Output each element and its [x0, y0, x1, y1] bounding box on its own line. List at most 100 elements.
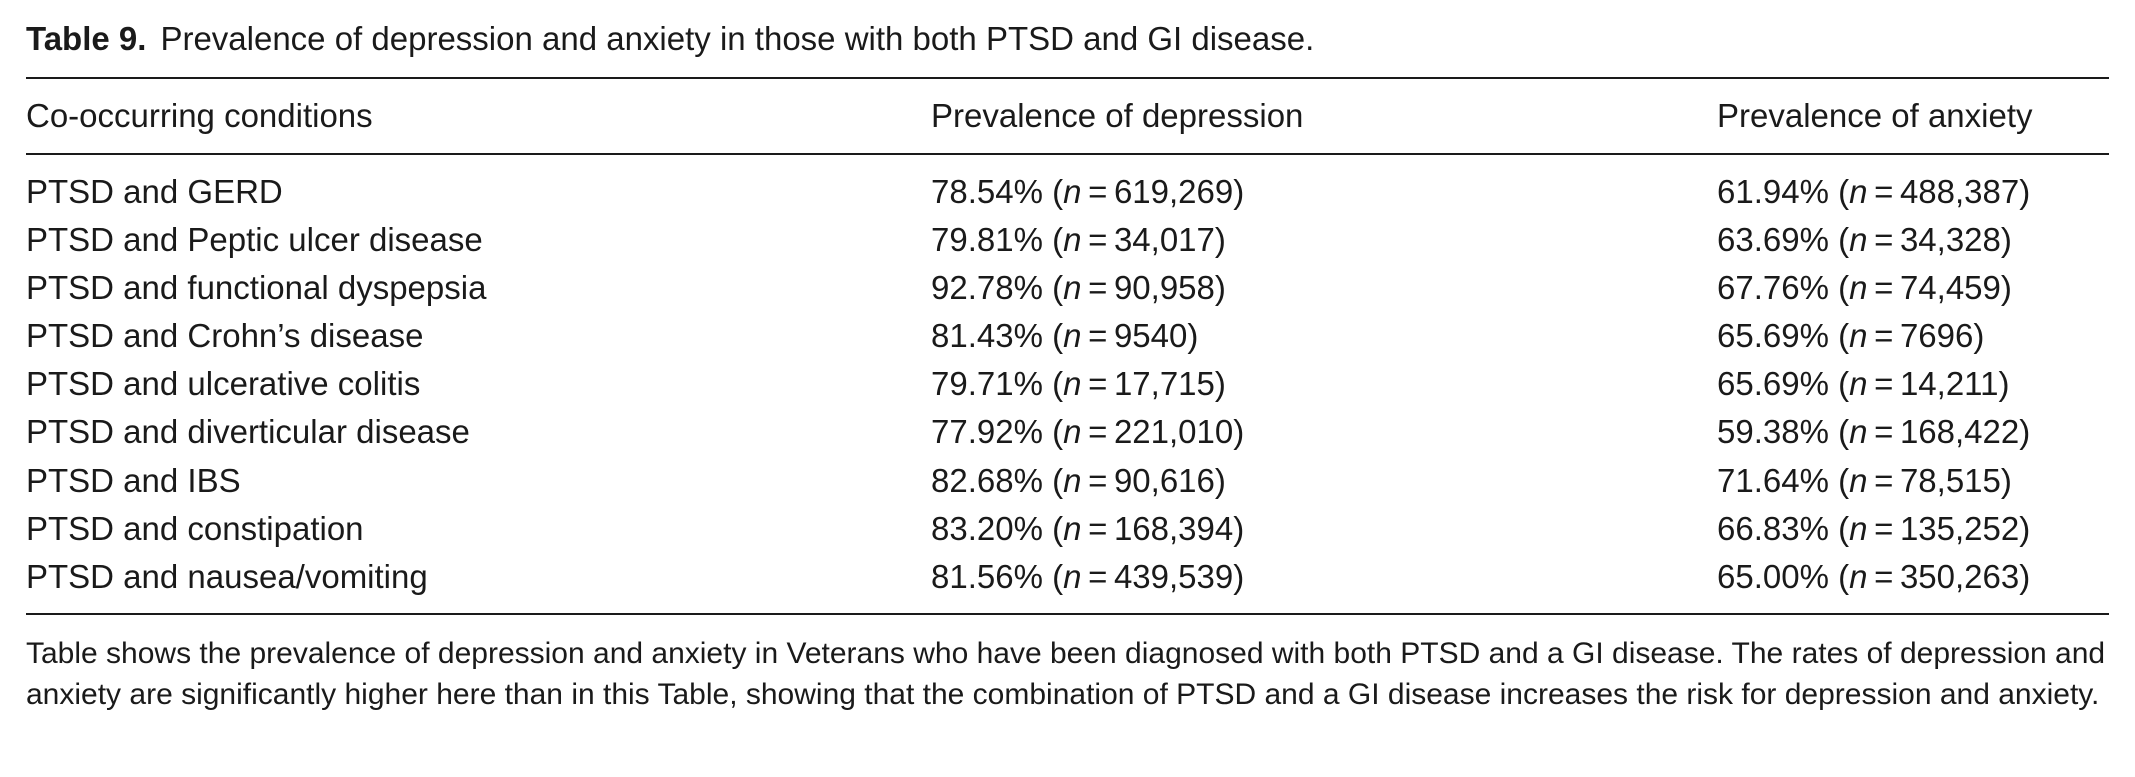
depression-percent: 81.43% [931, 317, 1043, 355]
depression-count: 90,616 [1113, 461, 1215, 499]
header-anxiety: Prevalence of anxiety [1717, 97, 2033, 134]
header-depression: Prevalence of depression [931, 97, 1304, 134]
depression-count: 9540 [1113, 317, 1188, 355]
n-symbol: n [1063, 221, 1082, 259]
depression-percent: 82.68% [931, 461, 1043, 499]
depression-count: 619,269 [1113, 173, 1234, 210]
anxiety-cell: 65.69% (n = 14,211) [1717, 365, 2010, 403]
header-conditions: Co-occurring conditions [26, 97, 373, 134]
condition-cell: PTSD and diverticular disease [26, 413, 470, 451]
n-symbol: n [1849, 317, 1868, 355]
anxiety-cell: 59.38% (n = 168,422) [1717, 413, 2031, 451]
depression-cell: 78.54% (n = 619,269) [931, 173, 1245, 210]
depression-cell: 81.43% (n = 9540) [931, 317, 1199, 355]
depression-percent: 77.92% [931, 413, 1043, 451]
n-symbol: n [1063, 461, 1082, 499]
anxiety-percent: 61.94% [1717, 173, 1829, 210]
n-symbol: n [1063, 365, 1082, 403]
depression-count: 17,715 [1113, 365, 1215, 403]
n-symbol: n [1849, 173, 1868, 210]
anxiety-count: 350,263 [1899, 557, 2020, 595]
n-symbol: n [1063, 173, 1082, 210]
anxiety-cell: 71.64% (n = 78,515) [1717, 461, 2012, 499]
condition-cell: PTSD and Peptic ulcer disease [26, 221, 483, 259]
anxiety-cell: 65.69% (n = 7696) [1717, 317, 1985, 355]
anxiety-count: 7696 [1899, 317, 1974, 355]
n-symbol: n [1849, 221, 1868, 259]
n-symbol: n [1063, 509, 1082, 547]
anxiety-cell: 65.00% (n = 350,263) [1717, 557, 2031, 595]
header-rule [26, 153, 2109, 155]
anxiety-count: 74,459 [1899, 269, 2001, 307]
n-symbol: n [1063, 413, 1082, 451]
top-rule [26, 77, 2109, 79]
depression-percent: 92.78% [931, 269, 1043, 307]
condition-cell: PTSD and nausea/vomiting [26, 557, 428, 595]
depression-count: 221,010 [1113, 413, 1234, 451]
n-symbol: n [1849, 557, 1868, 595]
anxiety-percent: 66.83% [1717, 509, 1829, 547]
depression-percent: 78.54% [931, 173, 1043, 210]
n-symbol: n [1849, 269, 1868, 307]
anxiety-count: 78,515 [1899, 461, 2001, 499]
header-row: Co-occurring conditions Prevalence of de… [26, 90, 2109, 142]
anxiety-percent: 63.69% [1717, 221, 1829, 259]
anxiety-cell: 67.76% (n = 74,459) [1717, 269, 2012, 307]
condition-cell: PTSD and GERD [26, 173, 283, 210]
anxiety-percent: 59.38% [1717, 413, 1829, 451]
depression-count: 168,394 [1113, 509, 1234, 547]
condition-cell: PTSD and constipation [26, 509, 364, 547]
table-row: PTSD and diverticular disease 77.92% (n =… [26, 408, 2109, 456]
depression-percent: 79.81% [931, 221, 1043, 259]
anxiety-count: 488,387 [1899, 173, 2020, 210]
anxiety-percent: 65.00% [1717, 557, 1829, 595]
depression-count: 439,539 [1113, 557, 1234, 595]
table-row: PTSD and functional dyspepsia 92.78% (n =… [26, 264, 2109, 312]
depression-cell: 81.56% (n = 439,539) [931, 557, 1245, 595]
bottom-rule [26, 613, 2109, 615]
anxiety-count: 34,328 [1899, 221, 2001, 259]
table-row: PTSD and IBS 82.68% (n = 90,616) 71.64% (n… [26, 457, 2109, 505]
condition-cell: PTSD and functional dyspepsia [26, 269, 487, 307]
table-row: PTSD and Crohn’s disease 81.43% (n = 9540… [26, 312, 2109, 360]
anxiety-count: 135,252 [1899, 509, 2020, 547]
table-title: Prevalence of depression and anxiety in … [160, 20, 1315, 57]
depression-percent: 79.71% [931, 365, 1043, 403]
condition-cell: PTSD and ulcerative colitis [26, 365, 421, 403]
n-symbol: n [1063, 269, 1082, 307]
depression-cell: 83.20% (n = 168,394) [931, 509, 1245, 547]
table-body: PTSD and GERD 78.54% (n = 619,269) 61.94% … [26, 168, 2109, 601]
table-row: PTSD and ulcerative colitis 79.71% (n = 1… [26, 360, 2109, 408]
n-symbol: n [1849, 461, 1868, 499]
table-row: PTSD and GERD 78.54% (n = 619,269) 61.94% … [26, 168, 2109, 216]
depression-percent: 81.56% [931, 557, 1043, 595]
n-symbol: n [1849, 365, 1868, 403]
depression-cell: 77.92% (n = 221,010) [931, 413, 1245, 451]
table-row: PTSD and constipation 83.20% (n = 168,394… [26, 505, 2109, 553]
anxiety-count: 168,422 [1899, 413, 2020, 451]
condition-cell: PTSD and IBS [26, 461, 241, 499]
table-row: PTSD and nausea/vomiting 81.56% (n = 439,… [26, 553, 2109, 601]
table-label: Table 9. [26, 20, 147, 57]
depression-cell: 82.68% (n = 90,616) [931, 461, 1226, 499]
depression-cell: 79.71% (n = 17,715) [931, 365, 1226, 403]
anxiety-percent: 65.69% [1717, 317, 1829, 355]
depression-cell: 79.81% (n = 34,017) [931, 221, 1226, 259]
table-row: PTSD and Peptic ulcer disease 79.81% (n =… [26, 216, 2109, 264]
anxiety-count: 14,211 [1899, 365, 1999, 403]
anxiety-percent: 65.69% [1717, 365, 1829, 403]
depression-percent: 83.20% [931, 509, 1043, 547]
anxiety-percent: 71.64% [1717, 461, 1829, 499]
depression-count: 90,958 [1113, 269, 1215, 307]
table-footnote: Table shows the prevalence of depression… [26, 637, 2106, 711]
n-symbol: n [1849, 413, 1868, 451]
anxiety-cell: 61.94% (n = 488,387) [1717, 173, 2031, 210]
anxiety-cell: 66.83% (n = 135,252) [1717, 509, 2031, 547]
table-caption: Table 9. Prevalence of depression and anx… [26, 14, 1314, 64]
n-symbol: n [1849, 509, 1868, 547]
condition-cell: PTSD and Crohn’s disease [26, 317, 424, 355]
n-symbol: n [1063, 317, 1082, 355]
anxiety-cell: 63.69% (n = 34,328) [1717, 221, 2012, 259]
depression-count: 34,017 [1113, 221, 1215, 259]
